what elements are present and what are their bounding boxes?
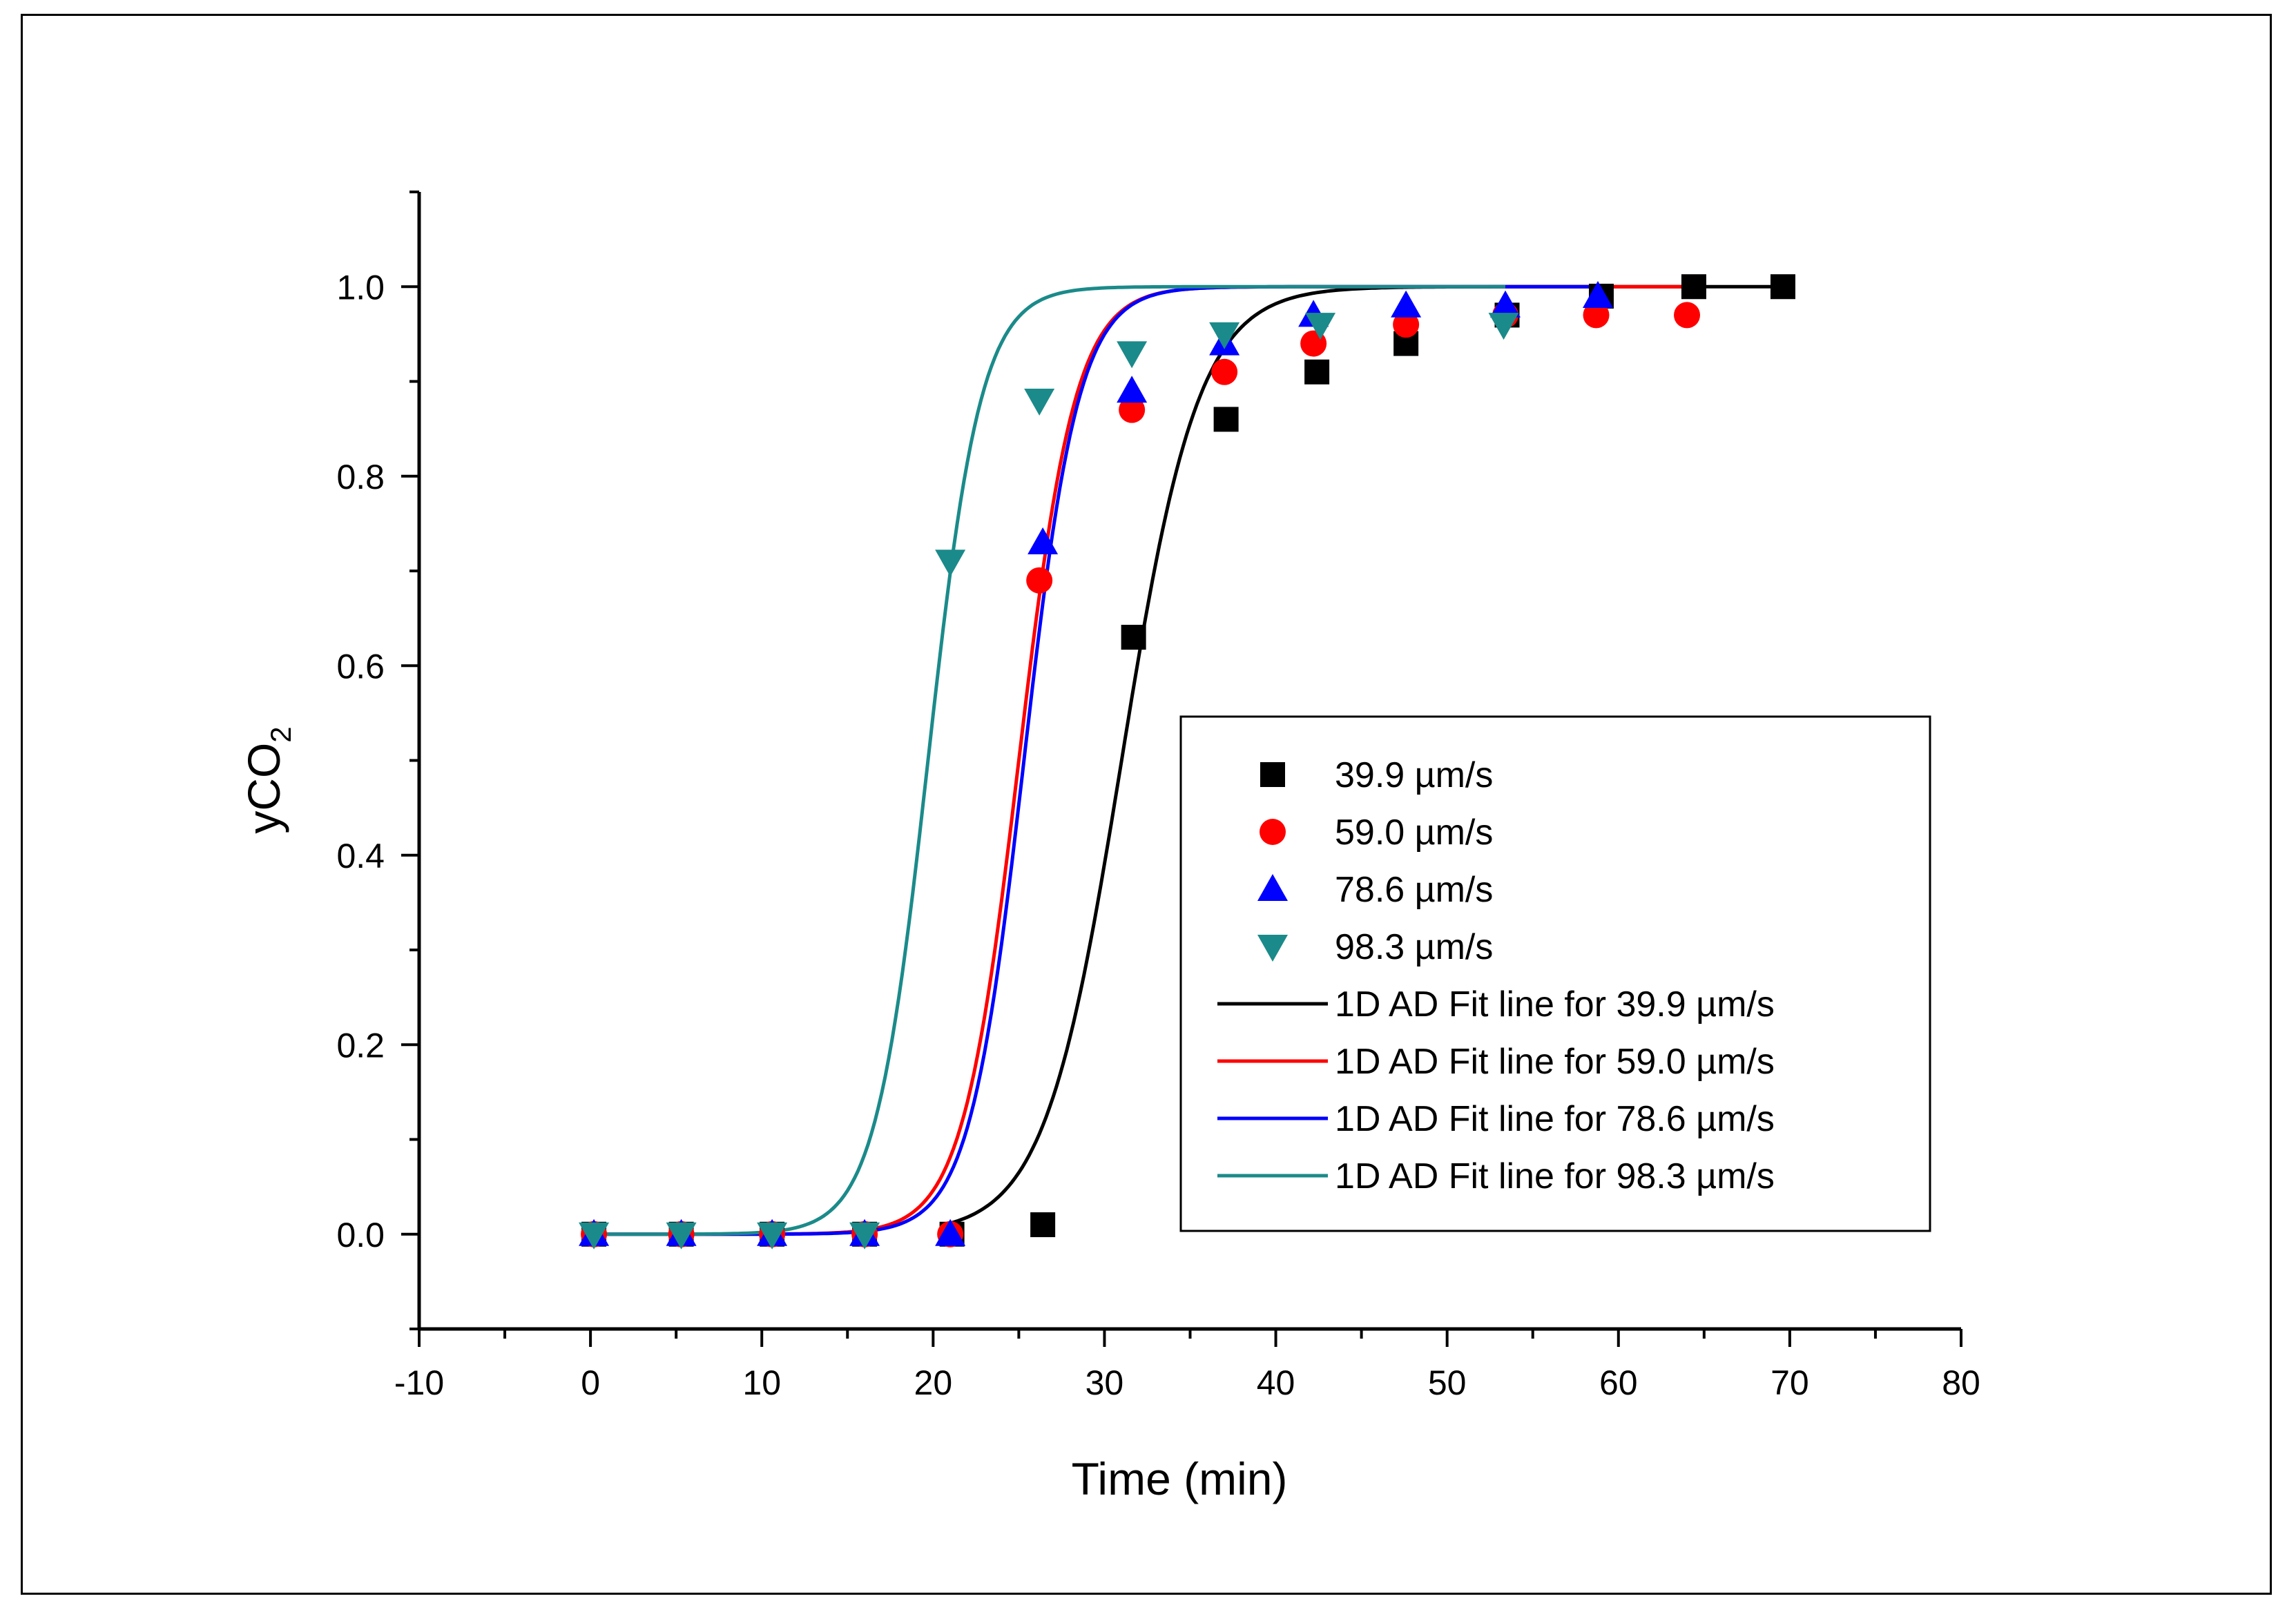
legend-marker bbox=[1260, 762, 1285, 787]
y-tick-label: 0.2 bbox=[336, 1026, 385, 1065]
fit-line bbox=[590, 284, 1505, 1236]
data-point bbox=[1305, 313, 1336, 340]
legend-marker bbox=[1260, 819, 1286, 845]
x-tick-label: 60 bbox=[1599, 1363, 1638, 1402]
data-point bbox=[1391, 290, 1422, 318]
data-point bbox=[1026, 567, 1053, 594]
data-point bbox=[1117, 376, 1148, 403]
y-axis-title: yCO2 bbox=[238, 726, 297, 833]
legend: 39.9 µm/s 59.0 µm/s 78.6 µm/s 98.3 µm/s 1D A… bbox=[1179, 715, 1931, 1232]
data-point bbox=[935, 1218, 966, 1246]
data-point bbox=[1490, 290, 1521, 318]
legend-label: 98.3 µm/s bbox=[1335, 927, 1493, 967]
data-point bbox=[1119, 396, 1146, 423]
data-point bbox=[1213, 407, 1239, 432]
legend-label: 1D AD Fit line for 59.0 µm/s bbox=[1335, 1042, 1775, 1082]
data-point bbox=[666, 1222, 697, 1250]
x-tick-label: 10 bbox=[742, 1363, 781, 1402]
data-point bbox=[1681, 274, 1706, 300]
y-axis-title-subscript: 2 bbox=[264, 726, 297, 742]
legend-label: 1D AD Fit line for 78.6 µm/s bbox=[1335, 1099, 1775, 1139]
x-tick-label: 40 bbox=[1257, 1363, 1295, 1402]
data-point bbox=[757, 1222, 788, 1250]
y-tick-label: 1.0 bbox=[336, 268, 385, 307]
legend-label: 1D AD Fit line for 98.3 µm/s bbox=[1335, 1156, 1775, 1196]
data-point bbox=[1583, 302, 1610, 329]
svg-text:yCO2: yCO2 bbox=[238, 726, 297, 833]
data-point bbox=[1211, 358, 1238, 385]
x-tick-label: 70 bbox=[1771, 1363, 1809, 1402]
data-point bbox=[1674, 302, 1701, 329]
axes: -10 0 10 20 30 40 50 60 70 80 0.0 0.2 0.4 0.6 0.8 1.0 bbox=[336, 191, 1980, 1402]
y-tick-label: 0.8 bbox=[336, 458, 385, 496]
legend-label: 59.0 µm/s bbox=[1335, 813, 1493, 853]
y-tick-label: 0.0 bbox=[336, 1216, 385, 1254]
x-tick-label: -10 bbox=[394, 1363, 444, 1402]
x-tick-label: 30 bbox=[1086, 1363, 1124, 1402]
y-tick-label: 0.4 bbox=[336, 837, 385, 875]
legend-label: 1D AD Fit line for 39.9 µm/s bbox=[1335, 984, 1775, 1025]
data-markers bbox=[579, 274, 1795, 1250]
y-axis-title-main: yCO bbox=[238, 743, 289, 834]
data-point bbox=[1304, 359, 1330, 385]
data-point bbox=[935, 550, 966, 577]
x-axis-title: Time (min) bbox=[1072, 1453, 1288, 1504]
data-point bbox=[1583, 280, 1614, 308]
legend-label: 39.9 µm/s bbox=[1335, 755, 1493, 795]
x-tick-label: 20 bbox=[914, 1363, 953, 1402]
data-point bbox=[1030, 1212, 1056, 1238]
data-point bbox=[1393, 311, 1420, 338]
data-point bbox=[579, 1222, 610, 1250]
data-point bbox=[1209, 322, 1240, 349]
legend-label: 78.6 µm/s bbox=[1335, 870, 1493, 910]
legend-marker bbox=[1257, 874, 1288, 901]
data-point bbox=[1121, 625, 1146, 650]
y-tick-label: 0.6 bbox=[336, 647, 385, 686]
data-point bbox=[1024, 388, 1055, 416]
data-point bbox=[1117, 341, 1148, 369]
data-point bbox=[1770, 274, 1795, 300]
data-point bbox=[849, 1222, 880, 1250]
legend-marker bbox=[1257, 935, 1288, 962]
x-tick-label: 80 bbox=[1942, 1363, 1980, 1402]
data-point bbox=[1028, 527, 1059, 554]
x-tick-label: 0 bbox=[581, 1363, 600, 1402]
x-tick-label: 50 bbox=[1428, 1363, 1467, 1402]
data-point bbox=[1488, 313, 1519, 340]
legend-box bbox=[1179, 715, 1931, 1232]
